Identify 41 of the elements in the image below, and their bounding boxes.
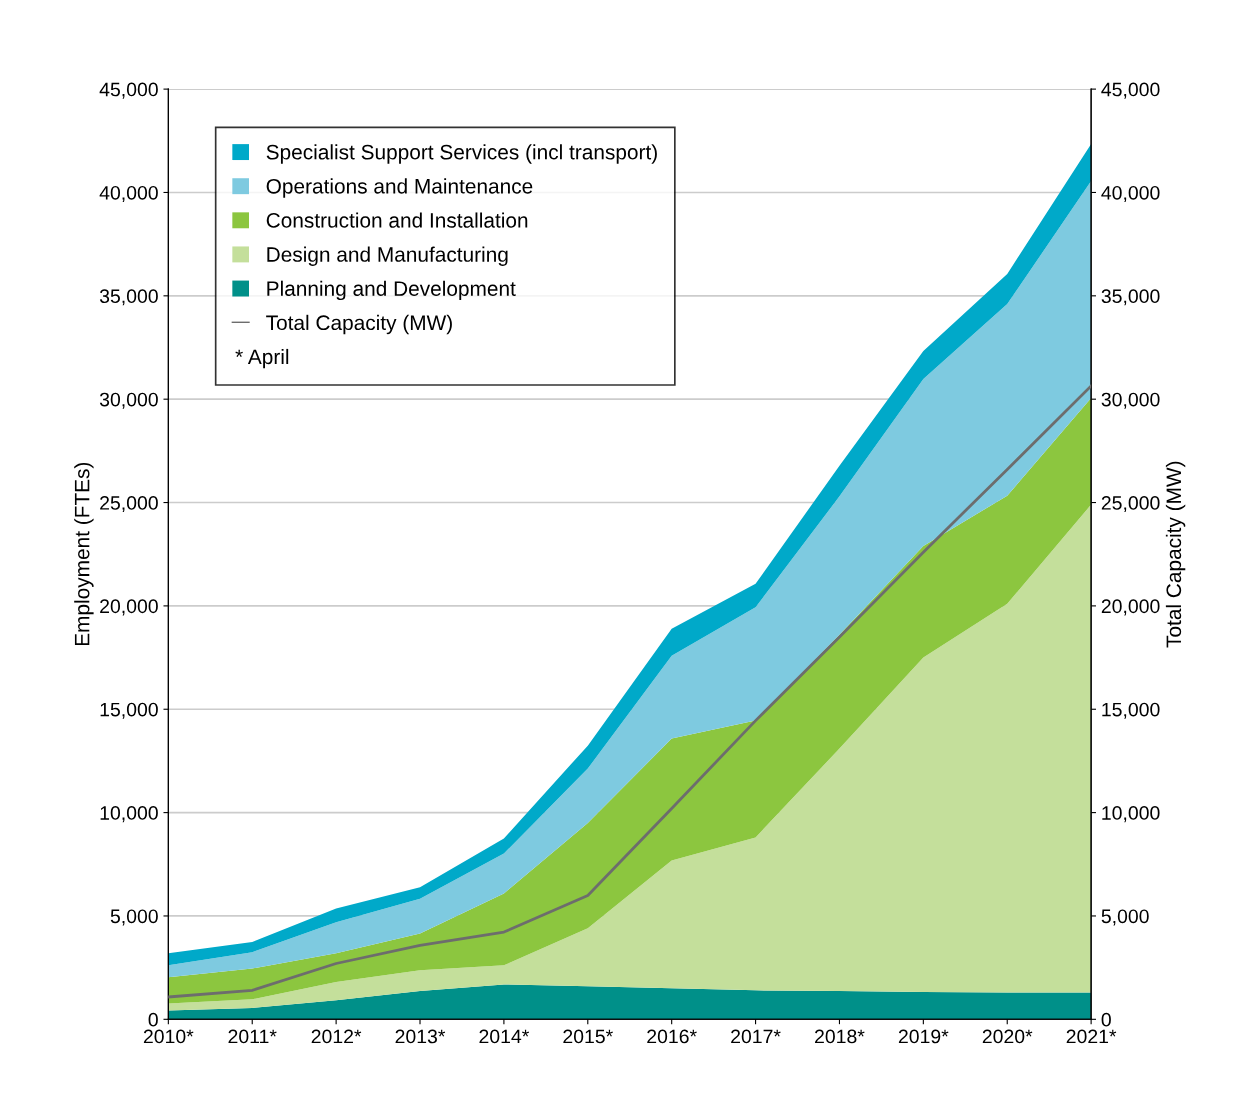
y-tick-label: 25,000 xyxy=(100,496,158,513)
y2-tick-label: 30,000 xyxy=(1101,392,1160,409)
x-tick-label: 2014* xyxy=(479,1029,530,1044)
x-tick-label: 2017* xyxy=(731,1029,781,1044)
y-tick-label: 10,000 xyxy=(100,806,158,823)
x-tick-label: 2011* xyxy=(228,1029,277,1044)
y-tick-label: 5,000 xyxy=(110,909,158,926)
y-tick-label: 45,000 xyxy=(99,82,158,99)
y2-tick-label: 45,000 xyxy=(1101,82,1160,99)
x-tick-label: 2019* xyxy=(898,1029,949,1044)
x-tick-label: 2016* xyxy=(647,1029,697,1044)
y-tick-label: 30,000 xyxy=(99,392,158,409)
y2-tick-label: 15,000 xyxy=(1102,702,1160,719)
y-tick-label: 35,000 xyxy=(99,289,158,306)
y2-tick-label: 25,000 xyxy=(1101,496,1160,513)
y-tick-label: 40,000 xyxy=(99,185,158,203)
y2-tick-label: 0 xyxy=(1101,1012,1111,1027)
legend-label: Specialist Support Services (incl transport) xyxy=(266,144,657,164)
y2-tick-label: 40,000 xyxy=(1101,185,1160,203)
x-tick-label: 2018* xyxy=(815,1029,865,1044)
x-tick-label: 2012* xyxy=(311,1029,362,1044)
annotation: * April xyxy=(235,348,289,369)
x-tick-label: 2013* xyxy=(395,1029,446,1044)
x-tick-label: 2021* xyxy=(1066,1029,1117,1044)
x-tick-label: 2020* xyxy=(982,1029,1033,1044)
legend-label: Planning and Development xyxy=(267,280,516,301)
legend-label: Operations and Maintenance xyxy=(266,178,533,198)
y-tick-label: 20,000 xyxy=(100,599,158,616)
legend-label: Total Capacity (MW) xyxy=(266,314,452,335)
y2-axis-title: Total Capacity (MW) xyxy=(1165,461,1186,648)
y2-tick-label: 35,000 xyxy=(1101,289,1160,306)
legend-label: Construction and Installation xyxy=(266,212,528,228)
y2-tick-label: 20,000 xyxy=(1101,599,1160,616)
x-tick-label: 2015* xyxy=(563,1029,613,1044)
legend-label: Design and Manufacturing xyxy=(267,246,508,266)
y-axis-title: Employment (FTEs) xyxy=(74,462,94,646)
x-tick-label: 2010* xyxy=(143,1029,194,1044)
y-tick-label: 0 xyxy=(148,1012,158,1027)
y2-tick-label: 10,000 xyxy=(1102,806,1160,823)
y-tick-label: 15,000 xyxy=(100,702,158,719)
y2-tick-label: 5,000 xyxy=(1101,909,1149,926)
